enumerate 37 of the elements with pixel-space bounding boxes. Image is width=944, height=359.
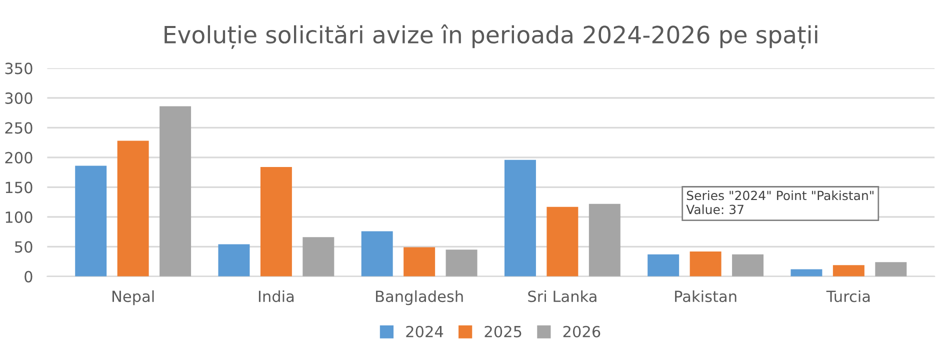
bar (160, 106, 192, 276)
bar (218, 244, 250, 276)
x-tick-label: Pakistan (675, 290, 736, 302)
x-tick-label: Sri Lanka (528, 290, 596, 302)
bar (75, 166, 107, 276)
y-tick-label: 300 (5, 92, 32, 104)
bar (117, 140, 149, 276)
bar (302, 237, 334, 276)
x-tick-label: Nepal (112, 290, 154, 306)
bar (732, 254, 764, 276)
bar (832, 265, 864, 276)
legend-label: 2025 (484, 326, 522, 338)
chart-title: Evoluție solicitări avize în perioada 2024-2026 pe spații (164, 24, 818, 49)
bar (404, 247, 436, 276)
y-tick-label: 100 (6, 211, 32, 223)
y-tick-label: 50 (15, 241, 32, 253)
y-tick-label: 200 (5, 152, 32, 164)
legend-label: 2026 (563, 326, 600, 338)
bar (546, 206, 578, 276)
bar (875, 262, 907, 276)
y-tick-label: 0 (24, 270, 32, 282)
x-tick-label: India (258, 290, 294, 302)
bar (260, 166, 292, 276)
y-tick-label: 350 (5, 62, 32, 74)
annotation: Series "2024" Point "Pakistan" Value: 37 (686, 190, 874, 214)
bar (690, 251, 722, 276)
bar (361, 231, 393, 276)
x-tick-label: Turcia (826, 290, 870, 302)
x-tick-label: Bangladesh (376, 290, 463, 306)
bar (588, 204, 620, 276)
bar (648, 254, 680, 276)
bar (790, 269, 822, 276)
bar (504, 160, 536, 276)
legend-label: 2024 (406, 326, 444, 338)
y-tick-label: 250 (5, 122, 32, 134)
bar (446, 250, 478, 276)
y-tick-label: 150 (6, 182, 32, 194)
